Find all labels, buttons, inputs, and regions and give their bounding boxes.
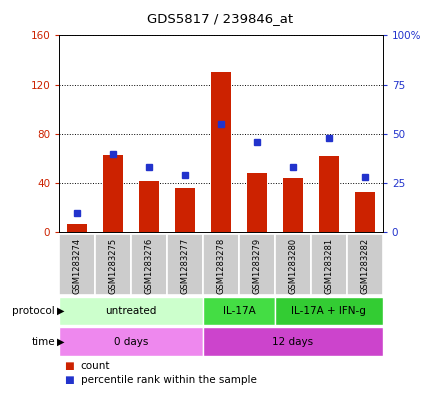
Bar [175, 188, 195, 232]
Text: ▶: ▶ [57, 336, 65, 347]
Bar [203, 297, 275, 325]
Text: GSM1283275: GSM1283275 [109, 238, 118, 294]
Text: time: time [31, 336, 55, 347]
Text: GSM1283281: GSM1283281 [324, 238, 334, 294]
Text: ■: ■ [64, 375, 73, 385]
Bar [319, 156, 339, 232]
Bar [131, 234, 167, 295]
Bar [203, 234, 239, 295]
Bar [103, 155, 123, 232]
Text: count: count [81, 362, 110, 371]
Text: protocol: protocol [12, 306, 55, 316]
Text: IL-17A + IFN-g: IL-17A + IFN-g [291, 306, 367, 316]
Bar [347, 234, 383, 295]
Bar [95, 234, 131, 295]
Text: GSM1283274: GSM1283274 [73, 238, 82, 294]
Text: IL-17A: IL-17A [223, 306, 256, 316]
Bar [311, 234, 347, 295]
Text: ▶: ▶ [57, 306, 65, 316]
Bar [167, 234, 203, 295]
Text: GSM1283280: GSM1283280 [289, 238, 297, 294]
Bar [355, 192, 375, 232]
Bar [239, 234, 275, 295]
Text: ■: ■ [64, 362, 73, 371]
Text: percentile rank within the sample: percentile rank within the sample [81, 375, 257, 385]
Bar [67, 224, 87, 232]
Text: GSM1283276: GSM1283276 [145, 238, 154, 294]
Text: 12 days: 12 days [272, 336, 314, 347]
Bar [59, 297, 203, 325]
Bar [203, 327, 383, 356]
Text: 0 days: 0 days [114, 336, 148, 347]
Bar [59, 327, 203, 356]
Bar [211, 72, 231, 232]
Bar [275, 234, 311, 295]
Text: GSM1283277: GSM1283277 [181, 238, 190, 294]
Text: GDS5817 / 239846_at: GDS5817 / 239846_at [147, 12, 293, 25]
Bar [59, 234, 95, 295]
Bar [275, 297, 383, 325]
Bar [139, 180, 159, 232]
Text: untreated: untreated [106, 306, 157, 316]
Text: GSM1283278: GSM1283278 [216, 238, 226, 294]
Text: GSM1283282: GSM1283282 [360, 238, 369, 294]
Text: GSM1283279: GSM1283279 [253, 238, 261, 294]
Bar [247, 173, 267, 232]
Bar [283, 178, 303, 232]
